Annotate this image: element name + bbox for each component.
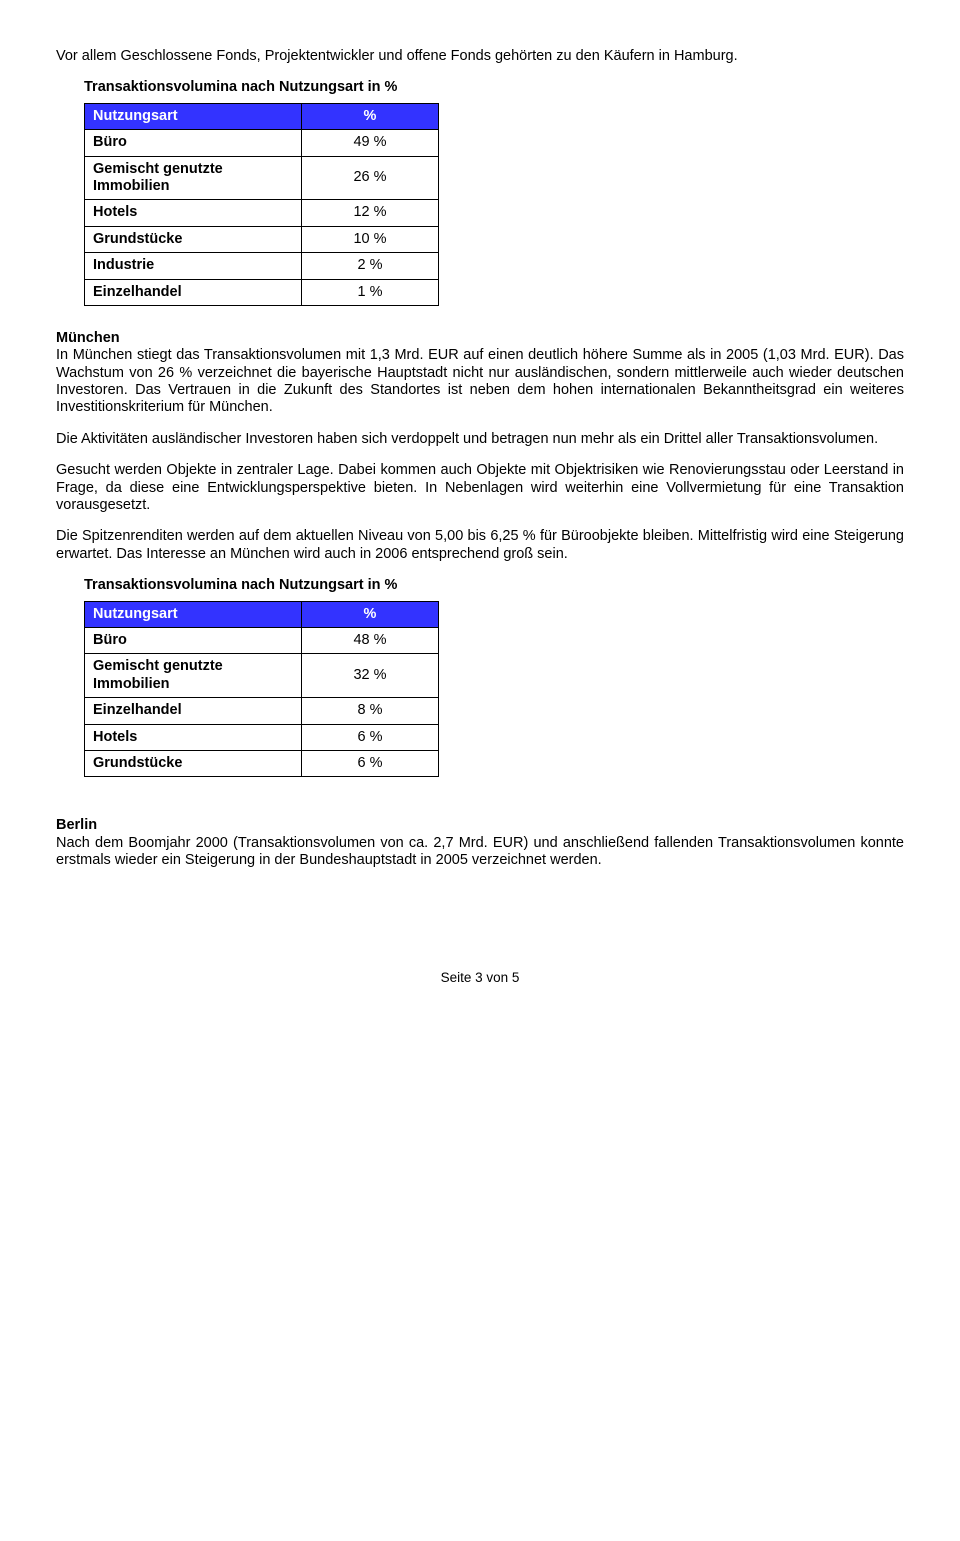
table2-col1-header: Nutzungsart	[85, 601, 302, 627]
table-row-value: 49 %	[302, 130, 439, 156]
table-row-label: Grundstücke	[85, 750, 302, 776]
table-row-value: 26 %	[302, 156, 439, 200]
table-row-label: Gemischt genutzte Immobilien	[85, 654, 302, 698]
berlin-p1: Nach dem Boomjahr 2000 (Transaktionsvolu…	[56, 835, 904, 868]
table2-col2-header: %	[302, 601, 439, 627]
table-row-value: 32 %	[302, 654, 439, 698]
munich-p3: Gesucht werden Objekte in zentraler Lage…	[56, 462, 904, 514]
table-row-value: 12 %	[302, 200, 439, 226]
table-row-label: Grundstücke	[85, 226, 302, 252]
page-footer: Seite 3 von 5	[56, 970, 904, 986]
table2-title: Transaktionsvolumina nach Nutzungsart in…	[84, 577, 904, 594]
table-hamburg: Nutzungsart % Büro49 %Gemischt genutzte …	[84, 103, 439, 306]
table-row-label: Einzelhandel	[85, 698, 302, 724]
table-row-label: Hotels	[85, 200, 302, 226]
table-munich: Nutzungsart % Büro48 %Gemischt genutzte …	[84, 601, 439, 778]
table-row-label: Industrie	[85, 253, 302, 279]
table-row-value: 2 %	[302, 253, 439, 279]
table-row-label: Einzelhandel	[85, 279, 302, 305]
table-row-value: 1 %	[302, 279, 439, 305]
table1-title: Transaktionsvolumina nach Nutzungsart in…	[84, 79, 904, 96]
munich-heading: München	[56, 330, 120, 346]
table1-col2-header: %	[302, 103, 439, 129]
table-row-value: 10 %	[302, 226, 439, 252]
table-row-label: Hotels	[85, 724, 302, 750]
berlin-heading: Berlin	[56, 817, 97, 833]
table-row-label: Büro	[85, 627, 302, 653]
munich-section: München In München stiegt das Transaktio…	[56, 330, 904, 417]
table-row-value: 6 %	[302, 724, 439, 750]
table-row-label: Gemischt genutzte Immobilien	[85, 156, 302, 200]
table1-body: Büro49 %Gemischt genutzte Immobilien26 %…	[85, 130, 439, 306]
table-row-value: 6 %	[302, 750, 439, 776]
munich-p2: Die Aktivitäten ausländischer Investoren…	[56, 431, 904, 448]
paragraph-intro: Vor allem Geschlossene Fonds, Projektent…	[56, 48, 904, 65]
berlin-section: Berlin Nach dem Boomjahr 2000 (Transakti…	[56, 817, 904, 869]
table1-col1-header: Nutzungsart	[85, 103, 302, 129]
table-row-label: Büro	[85, 130, 302, 156]
table-row-value: 48 %	[302, 627, 439, 653]
table-row-value: 8 %	[302, 698, 439, 724]
munich-p4: Die Spitzenrenditen werden auf dem aktue…	[56, 528, 904, 563]
table2-body: Büro48 %Gemischt genutzte Immobilien32 %…	[85, 627, 439, 776]
munich-p1: In München stiegt das Transaktionsvolume…	[56, 347, 904, 415]
